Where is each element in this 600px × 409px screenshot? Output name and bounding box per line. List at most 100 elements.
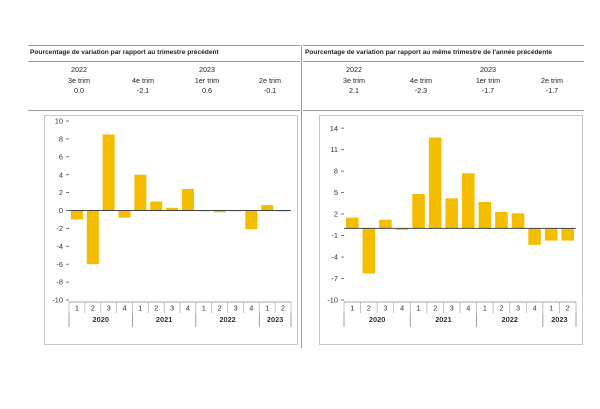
year-label: 2022: [501, 315, 517, 324]
bar: [461, 173, 475, 229]
summary-value: 0.0: [74, 86, 84, 95]
summary-table: 2022 3e trim 2.1 4e trim -2.3 2023 1er t…: [303, 65, 584, 111]
bar: [511, 213, 525, 229]
x-tick-label: 2: [91, 304, 95, 313]
bar-chart-yearly: 14 11 8 5 2 -1 -4 -7 -10 1 2 3 4 1 2 3 4 1 2 3 4 1 2 2020 2021 20…: [327, 124, 577, 327]
summary-rule: [28, 110, 300, 111]
summary-year: [108, 65, 178, 76]
summary-year: [517, 65, 587, 76]
x-tick-label: 2: [154, 304, 158, 313]
bar: [181, 189, 194, 211]
x-tick-label: 3: [516, 304, 520, 313]
y-tick-label: 11: [330, 145, 338, 154]
x-tick-label: 3: [170, 304, 174, 313]
chart-panel-quarterly: Pourcentage de variation par rapport au …: [28, 45, 300, 348]
summary-year: 2023: [199, 65, 215, 74]
y-tick-label: 6: [59, 152, 63, 161]
bar: [395, 228, 409, 230]
summary-col: 4e trim -2.3: [386, 65, 456, 97]
x-tick-label: 1: [350, 304, 354, 313]
bar: [412, 194, 425, 229]
summary-value: -0.1: [263, 86, 277, 95]
year-label: 2020: [92, 315, 108, 324]
y-tick-label: 5: [334, 188, 338, 197]
x-tick-label: 2: [499, 304, 503, 313]
bar: [245, 210, 258, 230]
x-tick-label: 1: [202, 304, 206, 313]
y-tick-label: 0: [59, 206, 63, 215]
summary-col: 2023 1er trim -1.7: [453, 65, 523, 97]
x-tick-label: 4: [533, 304, 537, 313]
x-tick-label: 4: [186, 304, 190, 313]
year-label: 2023: [267, 315, 283, 324]
x-tick-label: 1: [417, 304, 421, 313]
bar: [102, 134, 115, 211]
top-rule: [303, 45, 584, 46]
summary-quarter: 3e trim: [343, 75, 365, 85]
bar: [213, 210, 226, 213]
y-tick-label: -6: [56, 260, 63, 269]
summary-value: -1.7: [481, 86, 495, 95]
bar: [478, 201, 492, 229]
x-tick-label: 2: [566, 304, 570, 313]
year-label: 2020: [369, 315, 385, 324]
x-tick-label: 3: [383, 304, 387, 313]
bar: [428, 137, 442, 229]
year-label: 2021: [435, 315, 451, 324]
summary-col: 2022 3e trim 2.1: [319, 65, 389, 97]
y-tick-label: 14: [330, 124, 338, 133]
summary-rule: [303, 110, 584, 111]
x-tick-label: 1: [75, 304, 79, 313]
y-tick-label: -2: [56, 224, 63, 233]
summary-quarter: 4e trim: [132, 75, 154, 85]
x-tick-label: 2: [433, 304, 437, 313]
bar: [70, 210, 83, 220]
bar: [445, 198, 459, 229]
bar: [118, 210, 131, 218]
x-tick-label: 3: [233, 304, 237, 313]
summary-table: 2022 3e trim 0.0 4e trim -2.1 2023 1er t…: [28, 65, 300, 111]
summary-value: 0.6: [202, 86, 212, 95]
x-tick-label: 2: [367, 304, 371, 313]
bar: [362, 228, 376, 274]
bar: [495, 211, 508, 229]
x-tick-label: 3: [450, 304, 454, 313]
y-tick-label: -10: [327, 296, 338, 305]
summary-year: 2022: [346, 65, 362, 74]
x-tick-label: 2: [218, 304, 222, 313]
summary-value: -2.1: [136, 86, 150, 95]
y-tick-label: 8: [59, 135, 63, 144]
bar: [86, 210, 99, 265]
bar: [134, 174, 147, 211]
summary-quarter: 3e trim: [68, 75, 90, 85]
year-label: 2023: [551, 315, 567, 324]
x-tick-label: 2: [281, 304, 285, 313]
y-tick-label: 2: [334, 210, 338, 219]
x-tick-label: 4: [466, 304, 470, 313]
year-label: 2022: [219, 315, 235, 324]
summary-quarter: 2e trim: [259, 75, 281, 85]
y-tick-label: -7: [331, 274, 338, 283]
bar: [544, 228, 558, 241]
summary-year: 2022: [71, 65, 87, 74]
bar: [261, 205, 274, 211]
summary-quarter: 1er trim: [194, 75, 220, 85]
title-rule: [303, 61, 584, 62]
summary-quarter: 1er trim: [475, 75, 501, 85]
top-rule: [28, 45, 300, 46]
summary-col: 2e trim -0.1: [235, 65, 305, 97]
panel-divider: [301, 45, 302, 348]
y-tick-label: -10: [52, 296, 63, 305]
y-tick-label: 4: [59, 170, 63, 179]
x-tick-label: 4: [400, 304, 404, 313]
bar: [528, 228, 541, 245]
summary-value: -2.3: [414, 86, 428, 95]
y-tick-label: 10: [55, 117, 63, 126]
bar: [379, 219, 392, 229]
chart-title: Pourcentage de variation par rapport au …: [30, 49, 219, 56]
x-tick-label: 4: [122, 304, 126, 313]
summary-quarter: 4e trim: [410, 75, 432, 85]
summary-value: -1.7: [545, 86, 559, 95]
summary-col: 2022 3e trim 0.0: [44, 65, 114, 97]
y-tick-label: -4: [56, 242, 63, 251]
